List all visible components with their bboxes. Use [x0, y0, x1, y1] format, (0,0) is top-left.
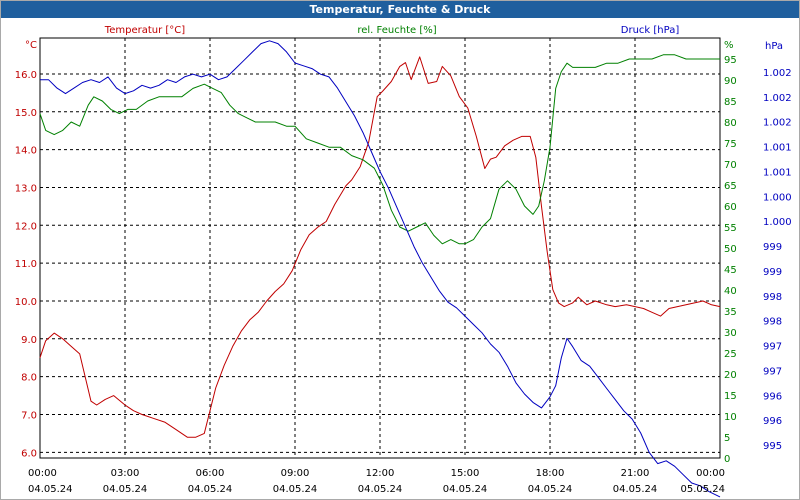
axis-labels: 00:00 04.05.24 03:00 04.05.24 06:00 04.05.24 0… — [15, 25, 792, 495]
press-tick-label: 998 — [763, 292, 782, 303]
x-tick-date: 04.05.24 — [103, 484, 148, 495]
temp-unit-label: °C — [25, 40, 37, 51]
temp-tick-label: 10.0 — [15, 297, 37, 308]
x-tick-time: 18:00 — [536, 468, 565, 479]
x-tick-date: 04.05.24 — [358, 484, 403, 495]
press-tick-label: 996 — [763, 391, 782, 402]
press-tick-label: 997 — [763, 366, 782, 377]
x-tick-time: 21:00 — [621, 468, 650, 479]
hum-tick-label: 55 — [724, 223, 737, 234]
press-tick-label: 995 — [763, 441, 782, 452]
hum-tick-label: 15 — [724, 391, 737, 402]
hum-tick-label: 40 — [724, 286, 737, 297]
press-tick-label: 999 — [763, 242, 782, 253]
hum-tick-label: 80 — [724, 118, 737, 129]
x-tick-date: 05.05.24 — [680, 484, 725, 495]
hum-tick-label: 85 — [724, 97, 737, 108]
series-line-hum — [39, 54, 720, 245]
press-tick-label: 1.000 — [763, 217, 792, 228]
hum-tick-label: 70 — [724, 160, 737, 171]
press-tick-label: 1.001 — [763, 143, 792, 154]
press-tick-label: 997 — [763, 342, 782, 353]
temp-tick-label: 12.0 — [15, 221, 37, 232]
press-tick-label: 1.002 — [763, 93, 792, 104]
hum-tick-label: 95 — [724, 55, 737, 66]
press-axis-title: Druck [hPa] — [621, 25, 680, 36]
hum-tick-label: 0 — [724, 454, 730, 465]
series-line-press — [40, 40, 721, 498]
hum-axis-title: rel. Feuchte [%] — [357, 25, 436, 36]
hum-tick-label: 25 — [724, 349, 737, 360]
press-tick-label: 999 — [763, 267, 782, 278]
x-tick-time: 15:00 — [451, 468, 480, 479]
temp-tick-label: 15.0 — [15, 108, 37, 119]
x-tick-time: 00:00 — [696, 468, 725, 479]
temp-tick-label: 6.0 — [21, 448, 37, 459]
x-tick-date: 04.05.24 — [528, 484, 573, 495]
series-line-temp — [39, 56, 721, 438]
temp-tick-label: 8.0 — [21, 373, 37, 384]
x-tick-time: 09:00 — [281, 468, 310, 479]
x-tick-date: 04.05.24 — [273, 484, 318, 495]
hum-tick-label: 10 — [724, 412, 737, 423]
x-tick-date: 04.05.24 — [28, 484, 73, 495]
hum-tick-label: 75 — [724, 139, 737, 150]
temp-tick-label: 9.0 — [21, 335, 37, 346]
hum-tick-label: 65 — [724, 181, 737, 192]
hum-tick-label: 60 — [724, 202, 737, 213]
temp-tick-label: 13.0 — [15, 183, 37, 194]
hum-tick-label: 35 — [724, 307, 737, 318]
press-unit-label: hPa — [765, 41, 783, 52]
press-tick-label: 1.000 — [763, 192, 792, 203]
series-lines — [39, 40, 721, 498]
x-tick-time: 00:00 — [28, 468, 57, 479]
press-tick-label: 1.002 — [763, 68, 792, 79]
hum-tick-label: 5 — [724, 433, 730, 444]
hum-unit-label: % — [724, 40, 734, 51]
temp-tick-label: 14.0 — [15, 146, 37, 157]
x-tick-date: 04.05.24 — [188, 484, 233, 495]
window-title: Temperatur, Feuchte & Druck — [1, 1, 799, 18]
grid-lines — [40, 38, 720, 458]
hum-tick-label: 90 — [724, 76, 737, 87]
hum-tick-label: 45 — [724, 265, 737, 276]
temp-axis-title: Temperatur [°C] — [104, 25, 185, 36]
x-tick-date: 04.05.24 — [613, 484, 658, 495]
press-tick-label: 1.002 — [763, 118, 792, 129]
hum-tick-label: 20 — [724, 370, 737, 381]
press-tick-label: 996 — [763, 416, 782, 427]
temp-tick-label: 11.0 — [15, 259, 37, 270]
x-tick-time: 03:00 — [111, 468, 140, 479]
x-tick-time: 06:00 — [196, 468, 225, 479]
press-tick-label: 1.001 — [763, 167, 792, 178]
hum-tick-label: 30 — [724, 328, 737, 339]
temp-tick-label: 7.0 — [21, 410, 37, 421]
x-tick-time: 12:00 — [366, 468, 395, 479]
x-tick-date: 04.05.24 — [443, 484, 488, 495]
hum-tick-label: 50 — [724, 244, 737, 255]
temp-tick-label: 16.0 — [15, 70, 37, 81]
plot-area — [39, 37, 721, 459]
press-tick-label: 998 — [763, 317, 782, 328]
